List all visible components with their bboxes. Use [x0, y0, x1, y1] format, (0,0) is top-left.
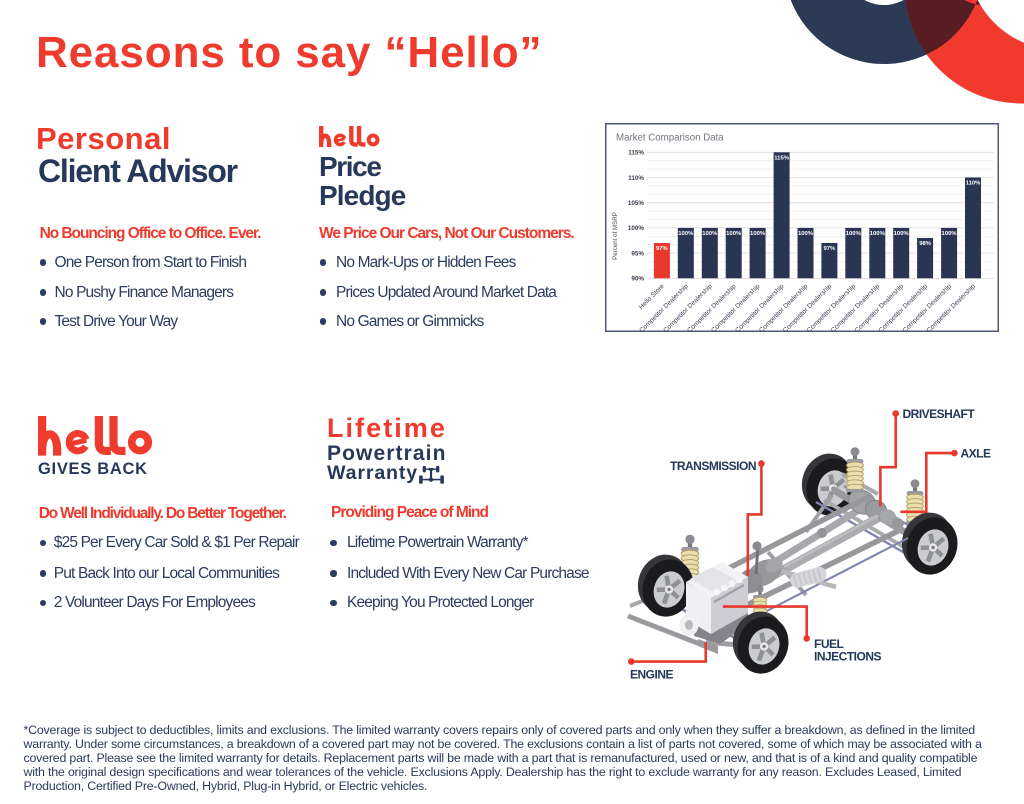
- svg-text:DRIVESHAFT: DRIVESHAFT: [903, 407, 976, 421]
- svg-text:90%: 90%: [631, 276, 644, 283]
- svg-text:TRANSMISSION: TRANSMISSION: [670, 459, 756, 473]
- svg-text:100%: 100%: [702, 231, 718, 237]
- svg-text:100%: 100%: [627, 225, 644, 232]
- svg-text:105%: 105%: [627, 200, 644, 207]
- svg-text:100%: 100%: [893, 231, 909, 237]
- svg-text:97%: 97%: [656, 246, 669, 252]
- svg-text:FUEL: FUEL: [814, 637, 844, 651]
- svg-text:97%: 97%: [823, 246, 836, 252]
- svg-text:AXLE: AXLE: [961, 447, 992, 461]
- svg-text:INJECTIONS: INJECTIONS: [814, 649, 882, 663]
- svg-text:110%: 110%: [628, 175, 644, 182]
- svg-text:115%: 115%: [774, 156, 790, 162]
- svg-text:100%: 100%: [750, 231, 766, 237]
- svg-text:100%: 100%: [869, 231, 885, 237]
- svg-text:Market Comparison Data: Market Comparison Data: [616, 133, 724, 144]
- svg-text:100%: 100%: [797, 231, 813, 237]
- svg-text:100%: 100%: [678, 231, 694, 237]
- svg-text:98%: 98%: [919, 241, 932, 247]
- svg-text:100%: 100%: [726, 231, 742, 237]
- svg-text:115%: 115%: [628, 150, 644, 157]
- svg-text:ENGINE: ENGINE: [630, 668, 674, 682]
- svg-text:100%: 100%: [941, 231, 957, 237]
- svg-text:95%: 95%: [631, 251, 644, 258]
- svg-text:Percent of MSRP: Percent of MSRP: [612, 212, 619, 260]
- svg-text:110%: 110%: [965, 181, 981, 187]
- svg-text:100%: 100%: [845, 231, 861, 237]
